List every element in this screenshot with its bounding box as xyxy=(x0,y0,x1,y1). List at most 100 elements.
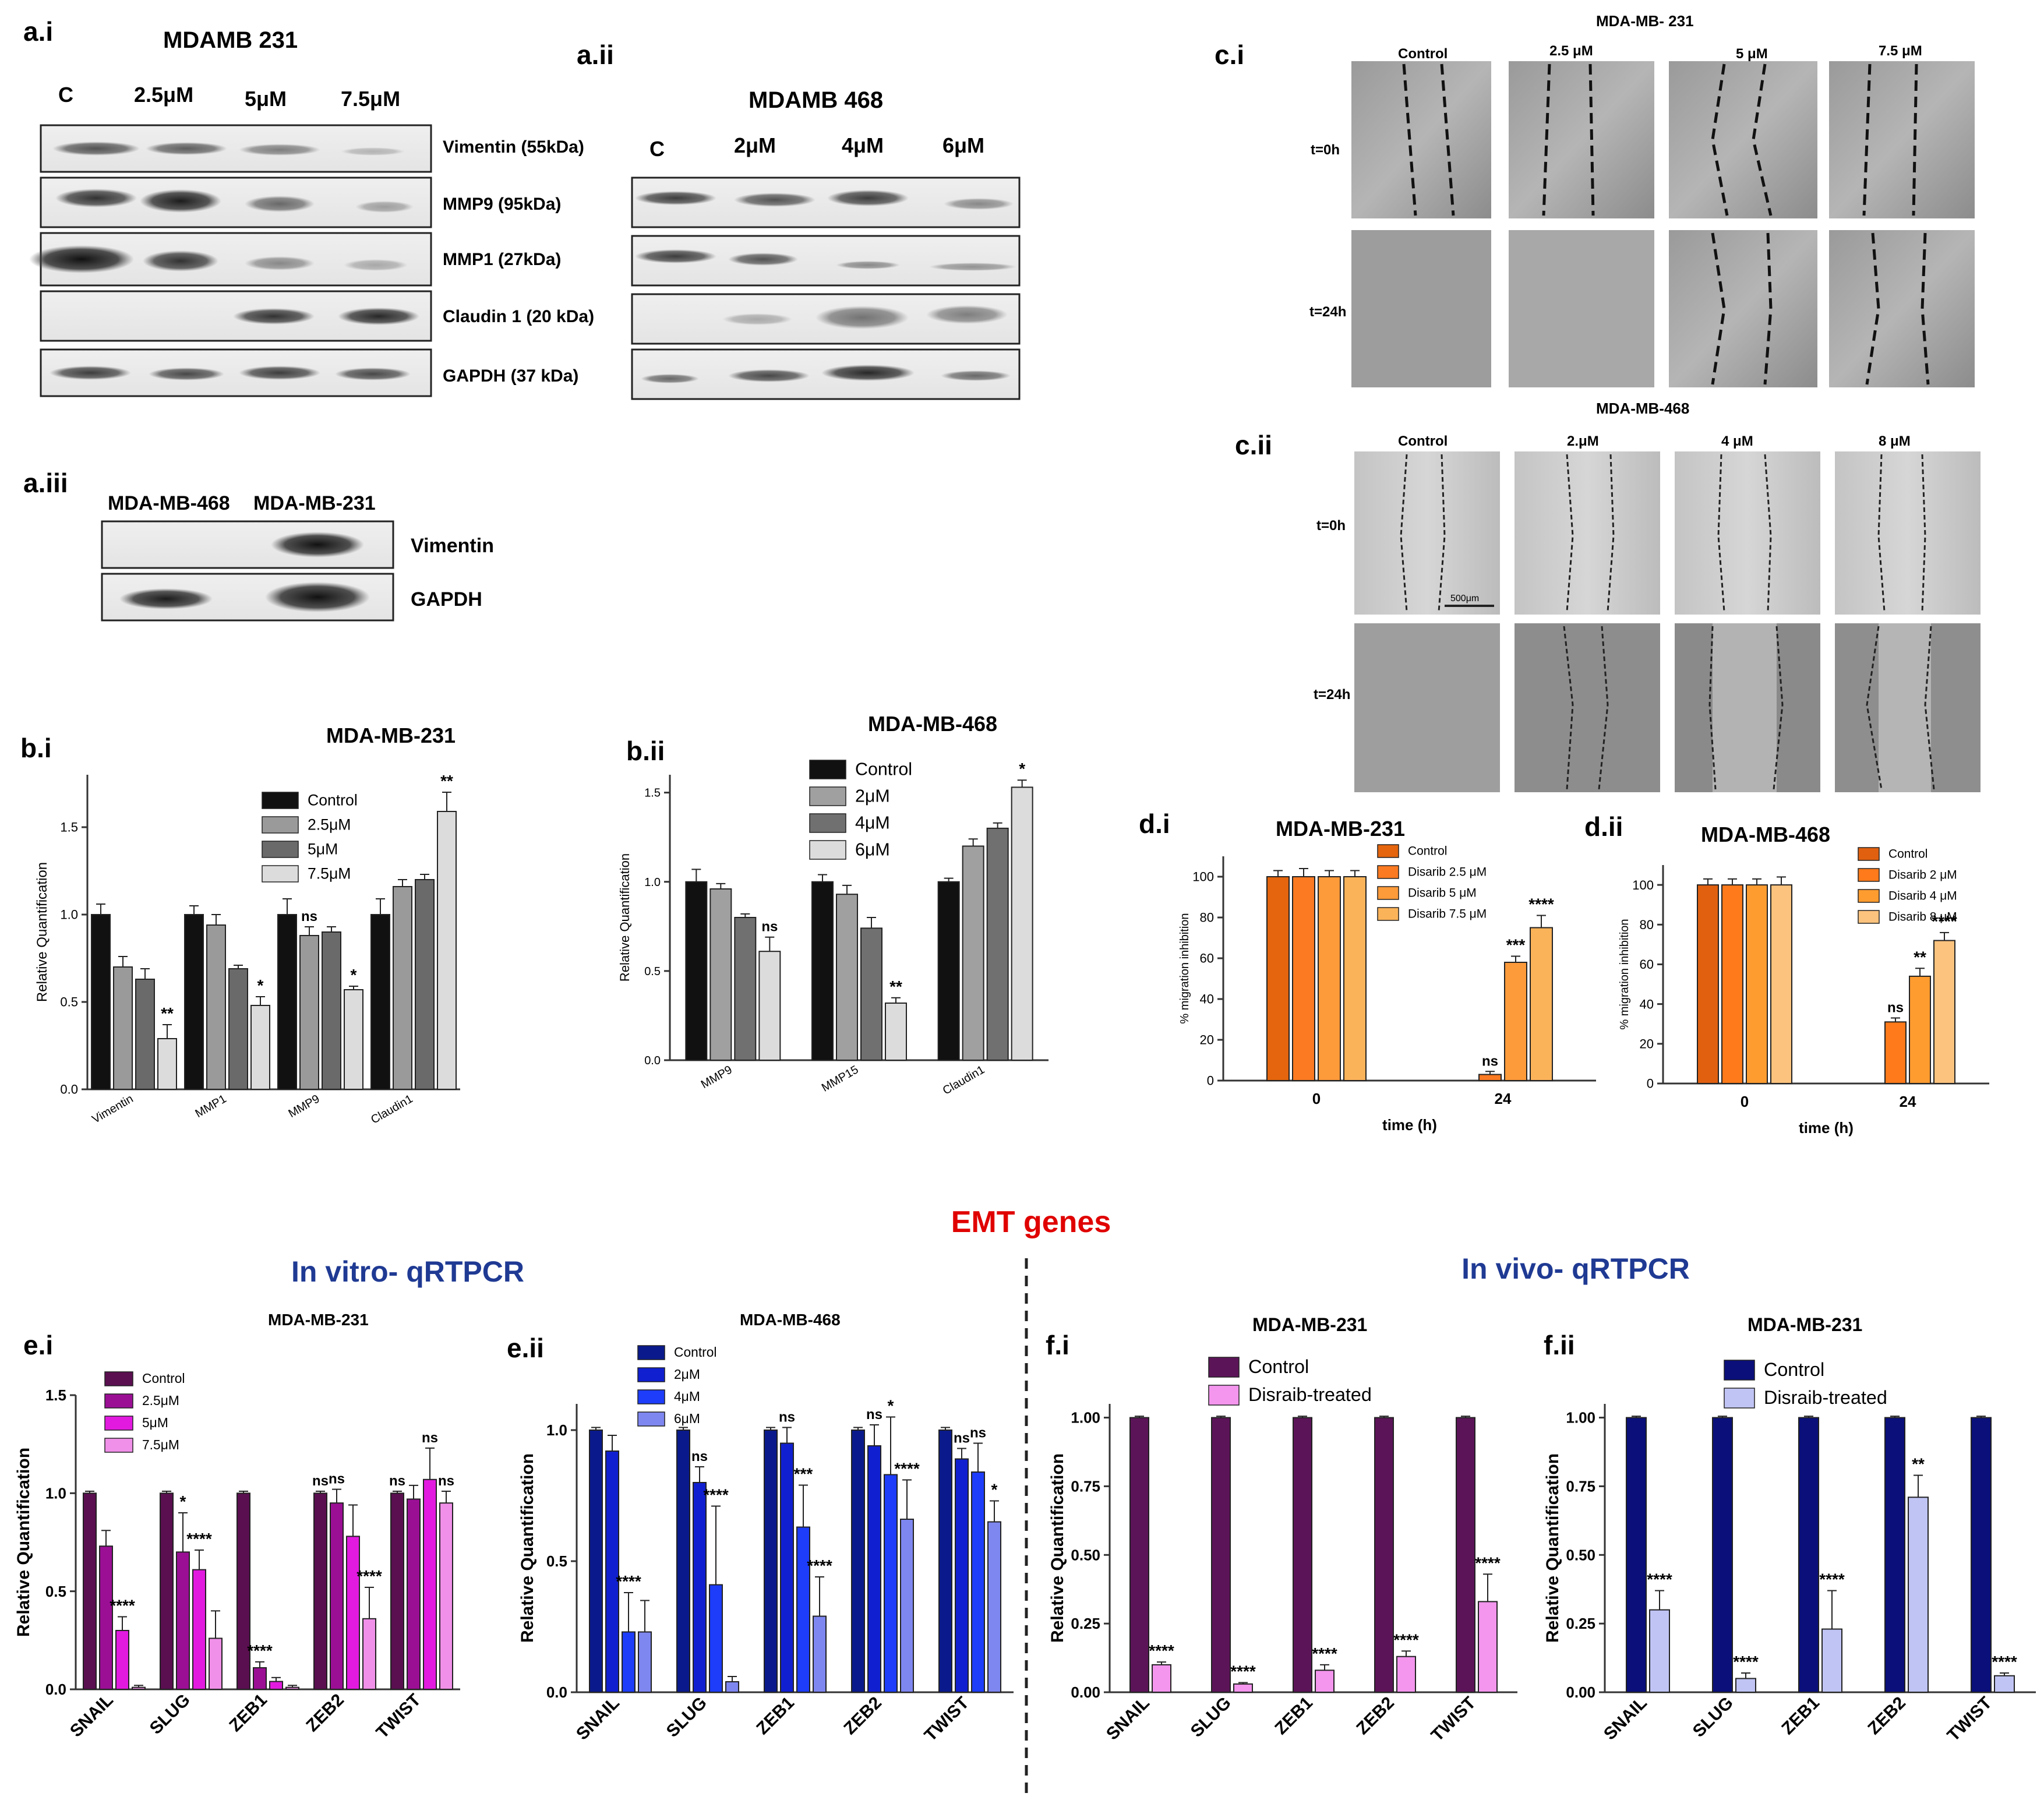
significance-label: **** xyxy=(1932,912,1957,930)
y-tick-label: 20 xyxy=(1640,1037,1654,1051)
legend-swatch xyxy=(1858,847,1880,861)
y-tick-label: 40 xyxy=(1200,992,1214,1007)
micrograph xyxy=(1354,623,1500,792)
y-tick-label: 0 xyxy=(1647,1077,1654,1091)
bar xyxy=(589,1430,603,1693)
panel-label-a-ii: a.ii xyxy=(577,40,614,70)
legend-swatch xyxy=(104,1416,133,1431)
micrograph xyxy=(1669,230,1817,387)
bar xyxy=(1798,1417,1819,1693)
significance-label: **** xyxy=(110,1596,135,1614)
x-tick-label: MMP1 xyxy=(193,1092,228,1120)
bar xyxy=(764,1430,778,1693)
y-axis-label: Relative Quantification xyxy=(14,1448,33,1637)
legend-label: Disarib 8 μM xyxy=(1888,910,1957,924)
chart-f-i: MDA-MB-231 0.00 0.25 0.50 0.75 1.00 Relative Q… xyxy=(1048,1314,1517,1745)
bar xyxy=(370,914,390,1090)
legend-label: Control xyxy=(1408,845,1447,858)
legend-label: 6μM xyxy=(674,1411,700,1426)
legend-label: Control xyxy=(1888,848,1927,861)
y-tick-label: 80 xyxy=(1640,917,1654,932)
legend-label: 7.5μM xyxy=(142,1437,179,1452)
significance-label: **** xyxy=(247,1642,273,1660)
bar xyxy=(322,931,341,1090)
legend-swatch xyxy=(637,1367,665,1382)
bar xyxy=(253,1667,267,1690)
significance-label: **** xyxy=(1992,1653,2017,1671)
significance-label: **** xyxy=(1312,1644,1337,1663)
legend-label: Disarib 7.5 μM xyxy=(1408,908,1487,921)
significance-label: ns xyxy=(1887,1000,1904,1016)
x-tick-label: SNAIL xyxy=(1103,1693,1153,1744)
charts-layer: MDA-MB-231 0.0 0.5 1.0 1.5 Relative Quantific… xyxy=(14,712,2036,1745)
y-tick-label: 80 xyxy=(1200,910,1214,925)
y-tick-label: 60 xyxy=(1200,951,1214,966)
bar xyxy=(1374,1417,1394,1693)
legend-label: Control xyxy=(308,791,358,809)
bar xyxy=(313,1492,327,1690)
column-label: Control xyxy=(1398,433,1448,449)
y-tick-label: 0.0 xyxy=(45,1681,66,1698)
legend-swatch xyxy=(1724,1360,1755,1381)
band-label: MMP1 (27kDa) xyxy=(443,250,561,269)
bar xyxy=(1211,1417,1231,1693)
bar xyxy=(1315,1670,1335,1693)
legend-label: 7.5μM xyxy=(308,864,351,882)
legend-label: 2.5μM xyxy=(142,1393,179,1408)
significance-label: ns xyxy=(301,909,317,924)
bar xyxy=(1478,1074,1502,1081)
bar xyxy=(758,951,781,1061)
bar xyxy=(1721,884,1743,1085)
panel-title-c-i: MDA-MB- 231 xyxy=(1596,12,1694,30)
bar xyxy=(987,1521,1001,1693)
micrograph xyxy=(1675,451,1820,615)
bar xyxy=(362,1618,376,1690)
micrograph xyxy=(1351,230,1491,387)
legend-label: 2μM xyxy=(674,1367,700,1382)
x-tick-label: SNAIL xyxy=(573,1693,623,1744)
band-labels-a-i: Vimentin (55kDa) MMP9 (95kDa) MMP1 (27kD… xyxy=(443,137,594,386)
legend-swatch xyxy=(809,840,846,860)
x-tick-label: SNAIL xyxy=(66,1690,117,1741)
legend-label: Disarib 5 μM xyxy=(1408,887,1477,900)
column-label: 8 μM xyxy=(1879,433,1911,449)
panel-label-b-i: b.i xyxy=(20,733,52,763)
legend-swatch xyxy=(1208,1357,1240,1378)
legend-label: 5μM xyxy=(308,840,338,857)
legend-swatch xyxy=(104,1393,133,1409)
legend-swatch xyxy=(1858,889,1880,903)
bar xyxy=(1884,1417,1905,1693)
bar xyxy=(1456,1417,1475,1693)
x-tick-label: SLUG xyxy=(146,1690,194,1738)
y-tick-label: 1.5 xyxy=(644,787,661,800)
micrograph xyxy=(1509,61,1654,218)
micrographs-c-ii: 500μm xyxy=(1354,451,1981,792)
micrograph xyxy=(1515,623,1660,792)
bar xyxy=(113,966,133,1090)
significance-label: **** xyxy=(894,1460,920,1478)
chart-title: MDA-MB-468 xyxy=(868,712,997,736)
x-tick-label: ZEB2 xyxy=(1864,1693,1909,1739)
legend-label: 2.5μM xyxy=(308,816,351,833)
bar xyxy=(900,1519,914,1693)
legend-swatch xyxy=(809,786,846,806)
bar xyxy=(638,1631,652,1693)
column-labels-c-ii: Control 2.μM 4 μM 8 μM xyxy=(1398,433,1911,449)
significance-label: **** xyxy=(616,1572,641,1590)
chart-title: MDA-MB-231 xyxy=(1276,817,1405,841)
significance-label: ns xyxy=(954,1431,970,1446)
row-label: t=24h xyxy=(1309,304,1346,320)
legend-label: Control xyxy=(1764,1359,1824,1380)
chart-f-ii: MDA-MB-231 0.00 0.25 0.50 0.75 1.00 Relative Q… xyxy=(1543,1314,2036,1745)
significance-label: ** xyxy=(1914,948,1926,966)
x-tick-label: TWIST xyxy=(1428,1693,1480,1745)
micrograph xyxy=(1351,61,1491,218)
panel-label-d-ii: d.ii xyxy=(1584,811,1623,842)
x-tick-label: ZEB1 xyxy=(1271,1693,1316,1739)
bar xyxy=(1626,1417,1647,1693)
x-tick-label: MMP9 xyxy=(699,1063,735,1091)
x-tick-label: ZEB2 xyxy=(1353,1693,1398,1739)
x-tick-label: 24 xyxy=(1495,1090,1512,1107)
column-label: 7.5 μM xyxy=(1879,43,1922,59)
